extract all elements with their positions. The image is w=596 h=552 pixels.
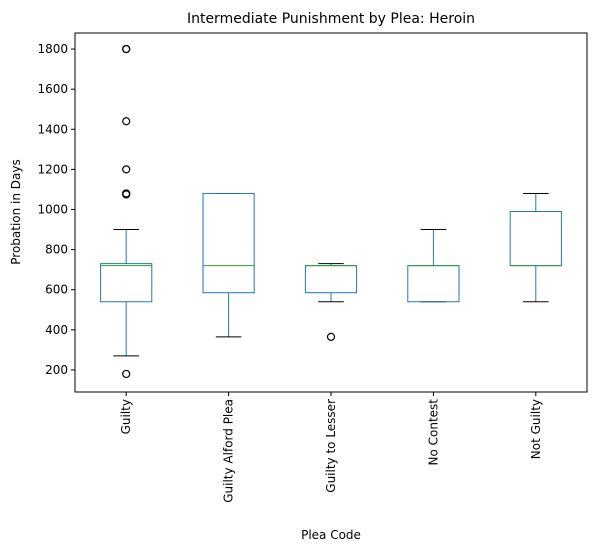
box-group-4 [509,192,562,303]
y-tick-label: 1200 [37,162,68,176]
outlier-point [326,332,336,341]
box-group-0 [100,44,153,379]
y-tick-label: 1400 [37,122,68,136]
outlier-point [122,165,131,174]
outlier-point [122,44,131,54]
box [407,265,460,303]
x-tick-label: Guilty to Lesser [324,399,338,493]
chart-title: Intermediate Punishment by Plea: Heroin [187,11,475,27]
box-group-2 [304,263,358,341]
outlier-point [122,189,131,198]
outlier-point [122,369,131,379]
x-tick-label: Guilty Alford Plea [222,399,236,503]
box-group-3 [407,229,460,303]
box [202,192,255,294]
x-tick-label: Guilty [119,399,133,434]
y-tick-label: 1000 [37,202,68,216]
y-axis-label: Probation in Days [9,159,23,265]
y-tick-label: 400 [45,323,68,337]
y-tick-label: 1600 [37,82,68,96]
box [509,210,562,267]
y-tick-label: 600 [45,283,68,297]
box [304,265,358,294]
y-tick-label: 1800 [37,42,68,56]
box [100,263,153,303]
outlier-point [122,117,131,126]
box-group-1 [202,192,255,338]
x-axis-label: Plea Code [301,528,361,542]
y-tick-label: 800 [45,243,68,257]
x-axis: Guilty Guilty Alford Plea Guilty to Lesser… [119,392,543,503]
y-axis: 200 400 600 800 1000 1200 1400 1600 1800 [37,42,75,377]
x-tick-label: Not Guilty [529,399,543,459]
y-tick-label: 200 [45,363,68,377]
x-tick-label: No Contest [426,399,440,466]
plot-area [100,44,562,379]
